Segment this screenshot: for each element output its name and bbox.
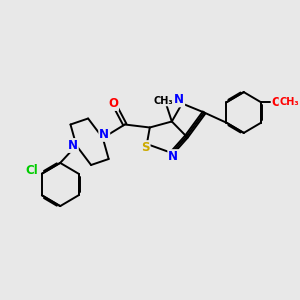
Text: S: S — [141, 141, 150, 154]
Text: N: N — [99, 128, 109, 141]
Text: O: O — [108, 97, 118, 110]
Text: O: O — [272, 96, 282, 109]
Text: N: N — [68, 139, 78, 152]
Text: CH₃: CH₃ — [153, 95, 173, 106]
Text: CH₃: CH₃ — [280, 97, 299, 107]
Text: Cl: Cl — [25, 164, 38, 177]
Text: N: N — [168, 150, 178, 163]
Text: N: N — [174, 93, 184, 106]
